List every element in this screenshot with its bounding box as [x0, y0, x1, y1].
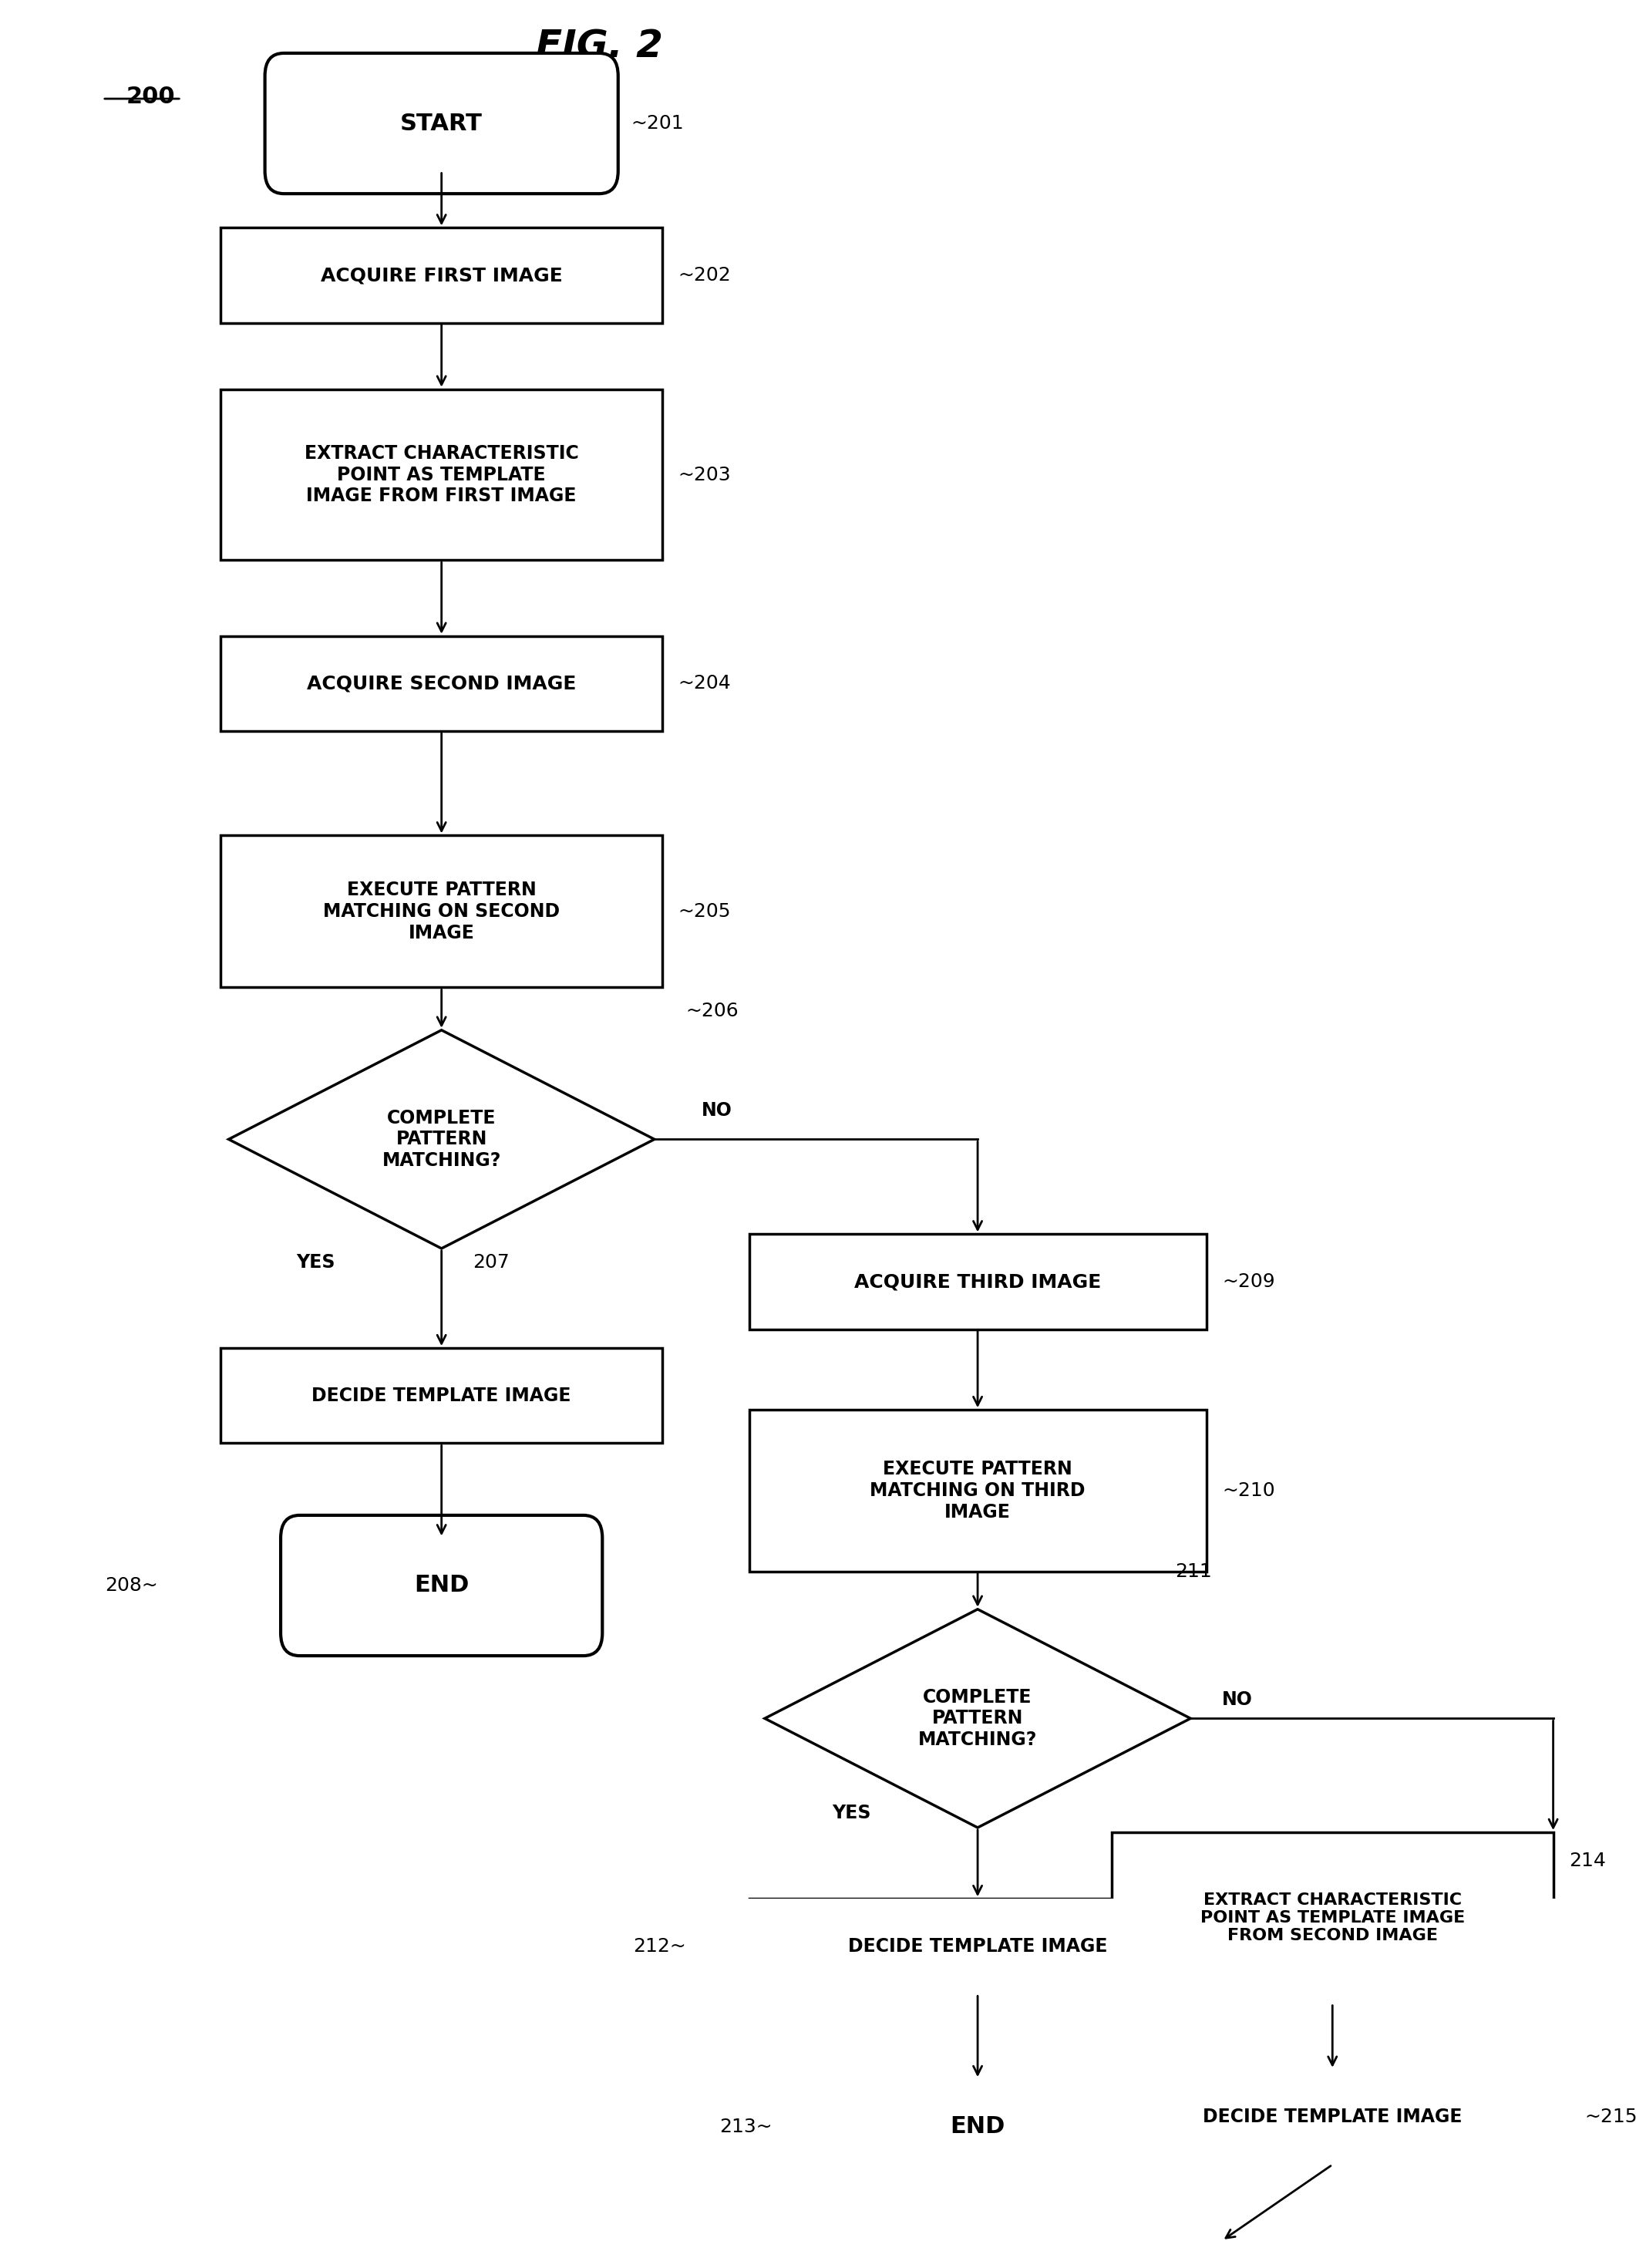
Text: ~215: ~215 — [1585, 2107, 1636, 2127]
Polygon shape — [764, 1610, 1191, 1828]
Text: END: END — [414, 1574, 470, 1597]
Text: DECIDE TEMPLATE IMAGE: DECIDE TEMPLATE IMAGE — [312, 1386, 571, 1404]
Text: ~203: ~203 — [677, 465, 731, 483]
Text: ACQUIRE SECOND IMAGE: ACQUIRE SECOND IMAGE — [308, 674, 576, 692]
Text: FIG. 2: FIG. 2 — [535, 29, 663, 66]
Text: COMPLETE
PATTERN
MATCHING?: COMPLETE PATTERN MATCHING? — [918, 1687, 1037, 1749]
Text: END: END — [951, 2116, 1005, 2139]
Text: ~209: ~209 — [1222, 1272, 1274, 1290]
Bar — [221, 390, 663, 560]
Text: ~201: ~201 — [631, 113, 684, 132]
FancyBboxPatch shape — [281, 1515, 602, 1656]
Text: ~210: ~210 — [1222, 1481, 1274, 1499]
Bar — [749, 1234, 1206, 1329]
Text: 212~: 212~ — [633, 1937, 685, 1955]
Text: EXTRACT CHARACTERISTIC
POINT AS TEMPLATE IMAGE
FROM SECOND IMAGE: EXTRACT CHARACTERISTIC POINT AS TEMPLATE… — [1201, 1892, 1464, 1944]
Polygon shape — [229, 1030, 654, 1247]
Text: ~206: ~206 — [685, 1002, 739, 1021]
Text: ACQUIRE FIRST IMAGE: ACQUIRE FIRST IMAGE — [321, 265, 563, 284]
Text: ~205: ~205 — [677, 903, 731, 921]
Bar — [749, 1411, 1206, 1572]
Text: EXTRACT CHARACTERISTIC
POINT AS TEMPLATE
IMAGE FROM FIRST IMAGE: EXTRACT CHARACTERISTIC POINT AS TEMPLATE… — [304, 445, 579, 506]
Bar — [221, 227, 663, 322]
Bar — [1112, 1833, 1553, 2003]
Text: ~204: ~204 — [677, 674, 731, 692]
Text: 200: 200 — [126, 86, 175, 109]
Text: DECIDE TEMPLATE IMAGE: DECIDE TEMPLATE IMAGE — [847, 1937, 1108, 1955]
FancyBboxPatch shape — [816, 2057, 1139, 2198]
Text: DECIDE TEMPLATE IMAGE: DECIDE TEMPLATE IMAGE — [1202, 2107, 1463, 2127]
Bar — [1112, 2071, 1553, 2164]
Text: ~202: ~202 — [677, 265, 731, 284]
Text: EXECUTE PATTERN
MATCHING ON THIRD
IMAGE: EXECUTE PATTERN MATCHING ON THIRD IMAGE — [870, 1461, 1085, 1522]
Text: ACQUIRE THIRD IMAGE: ACQUIRE THIRD IMAGE — [854, 1272, 1101, 1290]
Text: 207: 207 — [473, 1254, 510, 1272]
FancyBboxPatch shape — [1062, 2218, 1382, 2268]
Text: 214: 214 — [1569, 1851, 1607, 1871]
Bar — [221, 635, 663, 730]
Text: 211: 211 — [1175, 1563, 1212, 1581]
FancyBboxPatch shape — [265, 52, 618, 193]
Text: NO: NO — [702, 1102, 733, 1120]
Text: EXECUTE PATTERN
MATCHING ON SECOND
IMAGE: EXECUTE PATTERN MATCHING ON SECOND IMAGE — [324, 880, 560, 941]
Text: NO: NO — [1222, 1690, 1253, 1708]
Text: COMPLETE
PATTERN
MATCHING?: COMPLETE PATTERN MATCHING? — [383, 1109, 501, 1170]
Text: START: START — [401, 111, 483, 134]
Text: 213~: 213~ — [720, 2118, 772, 2136]
Bar — [221, 835, 663, 987]
Bar — [749, 1898, 1206, 1994]
Text: YES: YES — [296, 1254, 335, 1272]
Text: 208~: 208~ — [105, 1576, 157, 1594]
Bar — [221, 1347, 663, 1442]
Text: YES: YES — [833, 1803, 870, 1823]
